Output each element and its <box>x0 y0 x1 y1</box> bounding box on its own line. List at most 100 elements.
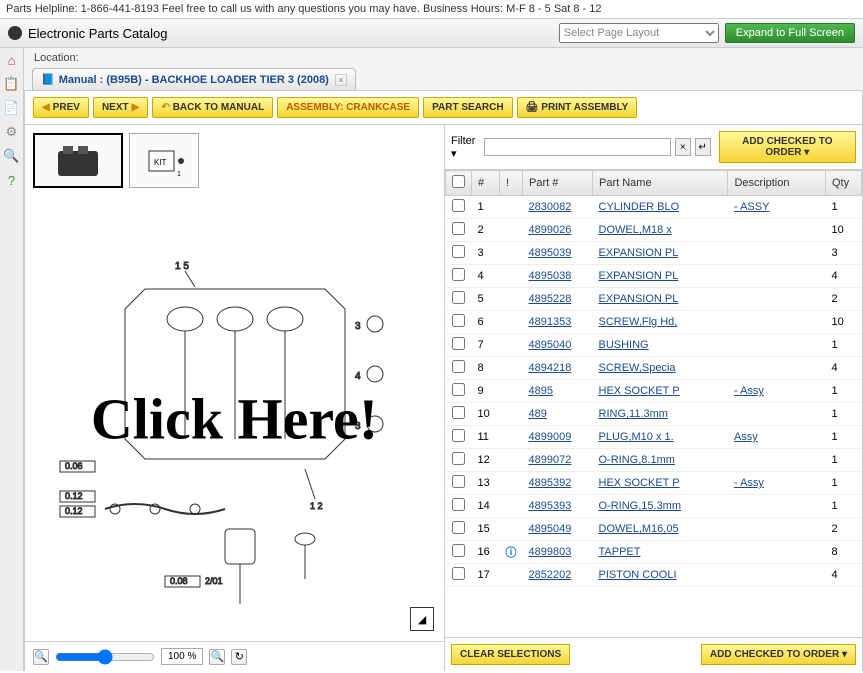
part-name-link[interactable]: RING,11.3mm <box>599 408 668 420</box>
table-row[interactable]: 24899026DOWEL,M18 x10 <box>446 219 862 242</box>
zoom-in-icon[interactable]: 🔍 <box>209 649 225 665</box>
row-checkbox[interactable] <box>452 498 465 511</box>
table-row[interactable]: 134895392HEX SOCKET P- Assy1 <box>446 472 862 495</box>
page-flip-icon[interactable]: ◢ <box>410 607 434 631</box>
part-number-link[interactable]: 4895039 <box>529 247 572 259</box>
part-name-link[interactable]: O-RING,8.1mm <box>599 454 675 466</box>
assembly-label-button[interactable]: ASSEMBLY: CRANKCASE <box>277 97 419 118</box>
part-name-link[interactable]: DOWEL,M18 x <box>599 224 672 236</box>
apply-filter-icon[interactable]: ↵ <box>695 138 711 156</box>
row-checkbox[interactable] <box>452 199 465 212</box>
col-partname[interactable]: Part Name <box>593 171 728 196</box>
desc-link[interactable]: - ASSY <box>734 201 769 213</box>
row-checkbox[interactable] <box>452 291 465 304</box>
table-row[interactable]: 114899009PLUG,M10 x 1.Assy1 <box>446 426 862 449</box>
select-all-checkbox[interactable] <box>452 175 465 188</box>
add-checked-bottom-button[interactable]: ADD CHECKED TO ORDER ▾ <box>701 644 856 665</box>
part-number-link[interactable]: 4895228 <box>529 293 572 305</box>
row-checkbox[interactable] <box>452 521 465 534</box>
part-number-link[interactable]: 4895393 <box>529 500 572 512</box>
table-row[interactable]: 74895040BUSHING1 <box>446 334 862 357</box>
part-name-link[interactable]: HEX SOCKET P <box>599 385 680 397</box>
part-number-link[interactable]: 4899026 <box>529 224 572 236</box>
row-checkbox[interactable] <box>452 406 465 419</box>
add-checked-top-button[interactable]: ADD CHECKED TO ORDER ▾ <box>719 131 856 163</box>
part-name-link[interactable]: DOWEL,M16,05 <box>599 523 679 535</box>
part-number-link[interactable]: 2830082 <box>529 201 572 213</box>
clipboard-icon[interactable]: 📋 <box>4 76 20 92</box>
col-num[interactable]: # <box>472 171 500 196</box>
row-checkbox[interactable] <box>452 337 465 350</box>
gear-icon[interactable]: ⚙ <box>4 124 20 140</box>
info-icon[interactable]: ⓘ <box>506 547 517 559</box>
col-partno[interactable]: Part # <box>523 171 593 196</box>
part-number-link[interactable]: 4899803 <box>529 546 572 558</box>
part-name-link[interactable]: HEX SOCKET P <box>599 477 680 489</box>
clear-filter-icon[interactable]: × <box>675 138 691 156</box>
table-row[interactable]: 44895038EXPANSION PL4 <box>446 265 862 288</box>
part-number-link[interactable]: 2852202 <box>529 569 572 581</box>
part-number-link[interactable]: 4895040 <box>529 339 572 351</box>
part-number-link[interactable]: 4895 <box>529 385 553 397</box>
table-row[interactable]: 16ⓘ4899803TAPPET8 <box>446 541 862 564</box>
col-desc[interactable]: Description <box>728 171 826 196</box>
print-assembly-button[interactable]: 🖨PRINT ASSEMBLY <box>517 97 638 118</box>
part-number-link[interactable]: 489 <box>529 408 547 420</box>
part-number-link[interactable]: 4895049 <box>529 523 572 535</box>
next-button[interactable]: NEXT▶ <box>93 97 148 118</box>
table-row[interactable]: 34895039EXPANSION PL3 <box>446 242 862 265</box>
desc-link[interactable]: - Assy <box>734 385 764 397</box>
part-number-link[interactable]: 4894218 <box>529 362 572 374</box>
table-row[interactable]: 54895228EXPANSION PL2 <box>446 288 862 311</box>
search-icon[interactable]: 🔍 <box>4 148 20 164</box>
desc-link[interactable]: Assy <box>734 431 758 443</box>
col-info[interactable]: ! <box>500 171 523 196</box>
table-row[interactable]: 64891353SCREW,Flg Hd,10 <box>446 311 862 334</box>
filter-input[interactable] <box>484 138 671 156</box>
manual-tab[interactable]: 📘 Manual : (B95B) - BACKHOE LOADER TIER … <box>32 68 356 90</box>
table-row[interactable]: 12830082CYLINDER BLO- ASSY1 <box>446 196 862 219</box>
part-name-link[interactable]: CYLINDER BLO <box>599 201 680 213</box>
back-to-manual-button[interactable]: ↶BACK TO MANUAL <box>152 97 273 118</box>
help-icon[interactable]: ? <box>4 172 20 188</box>
part-number-link[interactable]: 4895038 <box>529 270 572 282</box>
desc-link[interactable]: - Assy <box>734 477 764 489</box>
part-name-link[interactable]: O-RING,15.3mm <box>599 500 682 512</box>
layout-select[interactable]: Select Page Layout <box>559 23 719 43</box>
table-row[interactable]: 10489RING,11.3mm1 <box>446 403 862 426</box>
table-row[interactable]: 94895HEX SOCKET P- Assy1 <box>446 380 862 403</box>
part-name-link[interactable]: EXPANSION PL <box>599 293 679 305</box>
part-name-link[interactable]: EXPANSION PL <box>599 270 679 282</box>
row-checkbox[interactable] <box>452 222 465 235</box>
prev-button[interactable]: ◀PREV <box>33 97 89 118</box>
part-number-link[interactable]: 4899072 <box>529 454 572 466</box>
row-checkbox[interactable] <box>452 314 465 327</box>
zoom-slider[interactable] <box>55 649 155 665</box>
refresh-icon[interactable]: ↻ <box>231 649 247 665</box>
part-search-button[interactable]: PART SEARCH <box>423 97 512 118</box>
part-name-link[interactable]: EXPANSION PL <box>599 247 679 259</box>
part-number-link[interactable]: 4899009 <box>529 431 572 443</box>
clear-selections-button[interactable]: CLEAR SELECTIONS <box>451 644 570 665</box>
zoom-out-icon[interactable]: 🔍 <box>33 649 49 665</box>
row-checkbox[interactable] <box>452 268 465 281</box>
row-checkbox[interactable] <box>452 383 465 396</box>
row-checkbox[interactable] <box>452 567 465 580</box>
row-checkbox[interactable] <box>452 245 465 258</box>
part-name-link[interactable]: PISTON COOLI <box>599 569 677 581</box>
part-number-link[interactable]: 4891353 <box>529 316 572 328</box>
home-icon[interactable]: ⌂ <box>4 52 20 68</box>
expand-fullscreen-button[interactable]: Expand to Full Screen <box>725 23 855 43</box>
part-name-link[interactable]: TAPPET <box>599 546 641 558</box>
thumbnail-2[interactable]: KIT1 <box>129 133 199 188</box>
row-checkbox[interactable] <box>452 475 465 488</box>
part-name-link[interactable]: BUSHING <box>599 339 649 351</box>
table-row[interactable]: 84894218SCREW,Specia4 <box>446 357 862 380</box>
table-row[interactable]: 124899072O-RING,8.1mm1 <box>446 449 862 472</box>
col-qty[interactable]: Qty <box>826 171 862 196</box>
part-number-link[interactable]: 4895392 <box>529 477 572 489</box>
table-row[interactable]: 172852202PISTON COOLI4 <box>446 564 862 587</box>
thumbnail-1[interactable] <box>33 133 123 188</box>
row-checkbox[interactable] <box>452 429 465 442</box>
document-icon[interactable]: 📄 <box>4 100 20 116</box>
